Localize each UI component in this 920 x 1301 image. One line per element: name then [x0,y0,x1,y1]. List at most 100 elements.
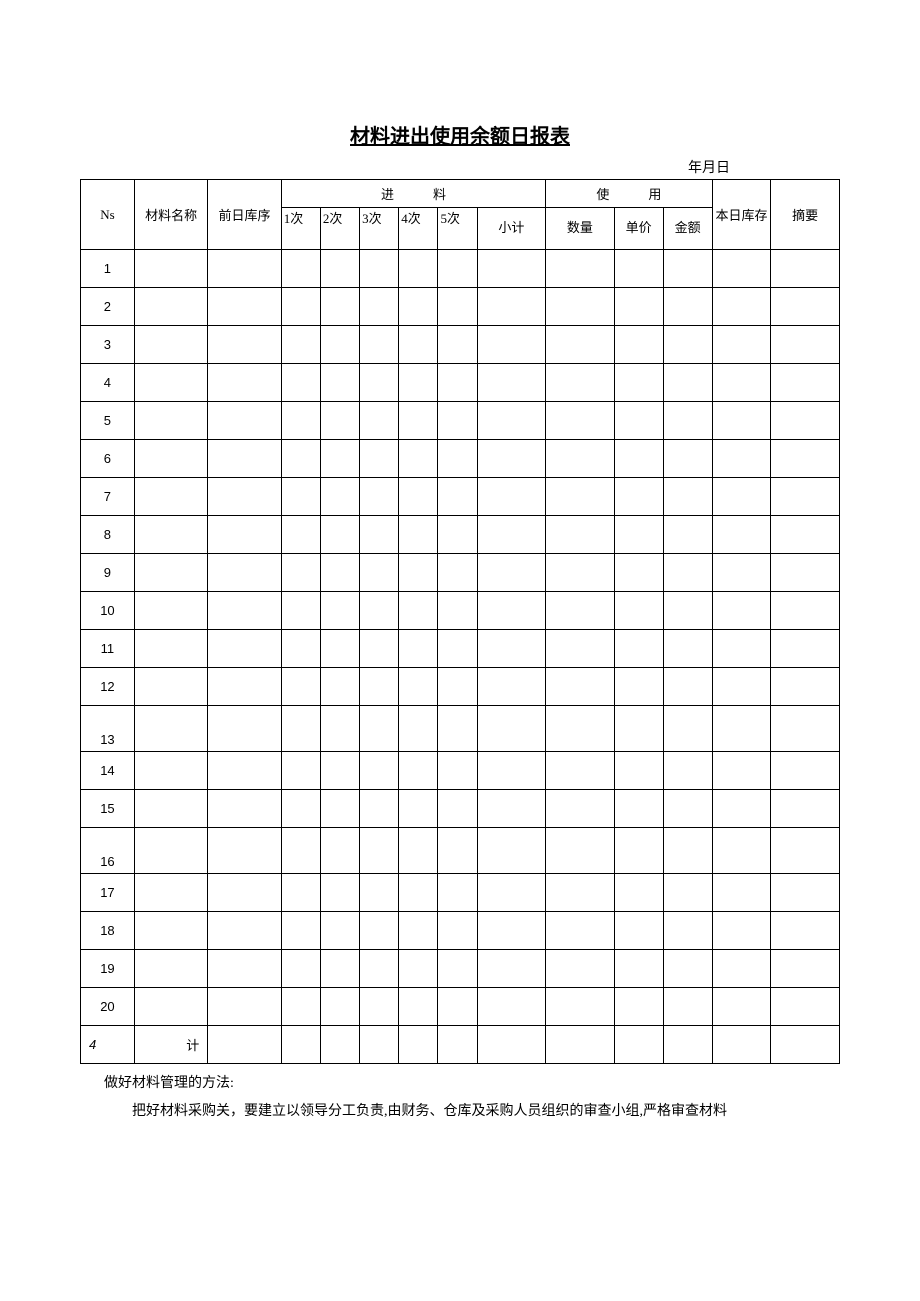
cell [134,988,207,1026]
cell [712,912,771,950]
cell [320,706,359,752]
table-row: 8 [81,516,840,554]
cell [771,790,840,828]
cell [438,988,477,1026]
header-c5: 5次 [438,208,477,250]
cell [399,706,438,752]
cell [438,288,477,326]
cell [546,912,615,950]
cell [438,874,477,912]
cell [399,516,438,554]
cell [134,516,207,554]
cell [208,326,281,364]
cell [663,250,712,288]
cell [546,630,615,668]
cell [320,874,359,912]
cell [281,874,320,912]
cell [281,752,320,790]
cell [477,592,546,630]
cell [134,402,207,440]
cell [281,250,320,288]
cell [712,668,771,706]
cell [663,364,712,402]
cell [614,630,663,668]
row-number: 20 [81,988,135,1026]
cell [712,288,771,326]
cell [663,828,712,874]
cell [360,364,399,402]
table-row: 17 [81,874,840,912]
row-number: 13 [81,706,135,752]
cell [771,326,840,364]
cell [281,706,320,752]
cell [663,554,712,592]
cell [438,950,477,988]
cell [546,874,615,912]
cell [208,828,281,874]
cell [614,988,663,1026]
total-number: 4 [81,1026,135,1064]
cell [134,828,207,874]
cell [281,950,320,988]
cell [281,516,320,554]
cell [614,250,663,288]
cell [438,440,477,478]
cell [771,950,840,988]
cell [320,478,359,516]
cell [477,988,546,1026]
header-material-name: 材料名称 [134,180,207,250]
cell [399,554,438,592]
cell [771,630,840,668]
cell [477,516,546,554]
cell [712,364,771,402]
total-label: 计 [134,1026,207,1064]
header-subtotal: 小计 [477,208,546,250]
cell [208,1026,281,1064]
cell [399,828,438,874]
cell [281,988,320,1026]
table-row: 4 [81,364,840,402]
cell [712,326,771,364]
cell [438,326,477,364]
cell [438,668,477,706]
cell [477,554,546,592]
cell [399,668,438,706]
footer-line-2: 把好材料采购关，要建立以领导分工负责,由财务、仓库及采购人员组织的审查小组,严格… [104,1098,840,1126]
cell [399,950,438,988]
cell [712,478,771,516]
cell [399,288,438,326]
cell [712,706,771,752]
cell [399,250,438,288]
cell [281,288,320,326]
header-c3: 3次 [360,208,399,250]
cell [663,326,712,364]
cell [438,364,477,402]
cell [614,402,663,440]
cell [320,912,359,950]
cell [438,1026,477,1064]
cell [208,630,281,668]
cell [134,630,207,668]
cell [438,912,477,950]
cell [134,874,207,912]
cell [320,988,359,1026]
cell [546,326,615,364]
cell [712,554,771,592]
row-number: 18 [81,912,135,950]
table-row: 20 [81,988,840,1026]
cell [438,478,477,516]
table-row: 7 [81,478,840,516]
cell [360,478,399,516]
cell [399,1026,438,1064]
row-number: 8 [81,516,135,554]
table-row: 5 [81,402,840,440]
cell [771,828,840,874]
cell [208,988,281,1026]
cell [771,592,840,630]
cell [477,288,546,326]
cell [477,364,546,402]
cell [614,440,663,478]
document-title: 材料进出使用余额日报表 [80,120,840,149]
cell [399,630,438,668]
row-number: 17 [81,874,135,912]
